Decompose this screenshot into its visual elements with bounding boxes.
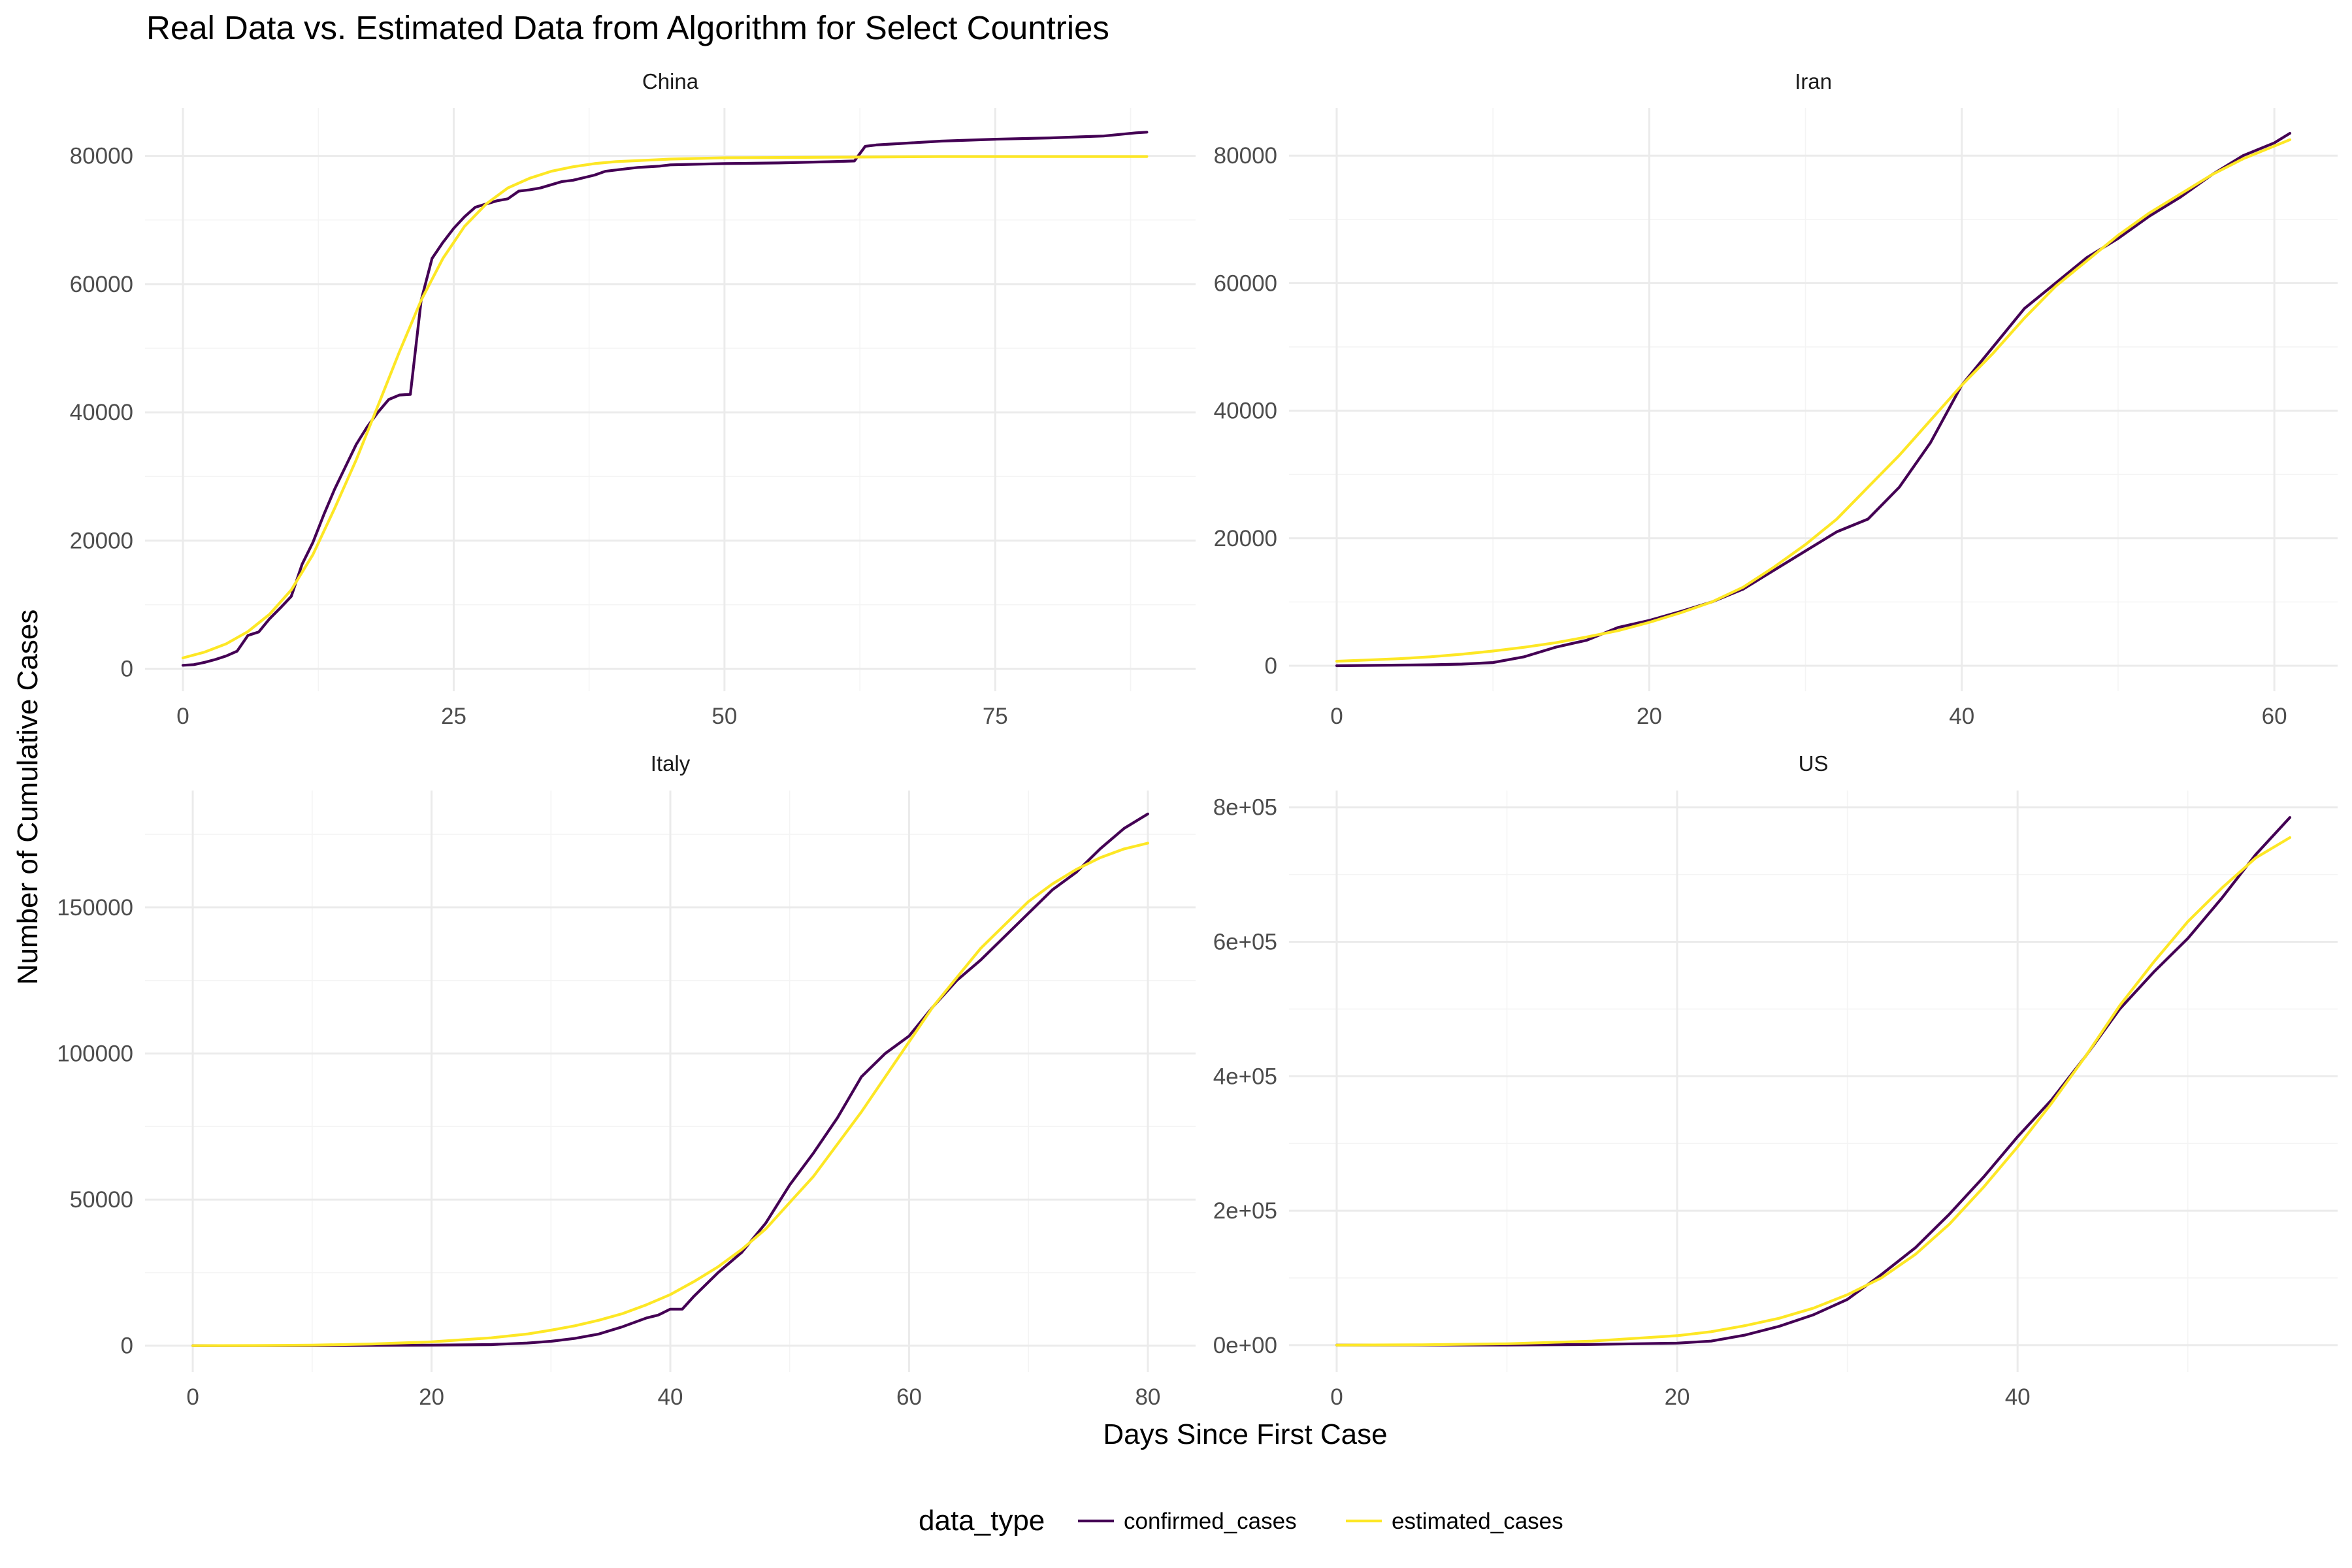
panel-iran: 0 20 40 60 0 20000 40000 60000 80000 Iran: [1214, 69, 2338, 729]
iran-x-tick-label: 60: [2262, 704, 2287, 729]
us-y-tick-label: 2e+05: [1213, 1198, 1277, 1224]
panel-china: 0 25 50 75 0 20000 40000 60000 80000 China: [70, 69, 1196, 729]
italy-x-tick-label: 80: [1135, 1384, 1160, 1410]
panel-us: 0 20 40 0e+00 2e+05 4e+05 6e+05 8e+05 US: [1213, 751, 2338, 1410]
iran-confirmed-cases-line: [1335, 131, 2292, 668]
china-x-tick-label: 25: [441, 704, 466, 729]
us-x-tick-label: 0: [1330, 1384, 1343, 1410]
iran-y-tick-label: 40000: [1214, 399, 1277, 424]
us-y-tick-label: 8e+05: [1213, 795, 1277, 821]
iran-y-tick-label: 20000: [1214, 526, 1277, 551]
italy-x-tick-label: 40: [658, 1384, 683, 1410]
us-x-tick-label: 40: [2005, 1384, 2031, 1410]
china-y-tick-label: 40000: [70, 400, 133, 425]
chart-title: Real Data vs. Estimated Data from Algori…: [146, 9, 1109, 46]
iran-x-tick-label: 40: [1949, 704, 1974, 729]
italy-x-tick-label: 60: [896, 1384, 922, 1410]
china-estimated-cases-line: [181, 155, 1149, 660]
china-y-tick-label: 80000: [70, 144, 133, 169]
italy-y-tick-label: 0: [121, 1333, 133, 1359]
china-y-tick-label: 60000: [70, 272, 133, 297]
legend: data_type confirmed_cases estimated_case…: [919, 1505, 1563, 1537]
china-x-tick-label: 0: [176, 704, 189, 729]
us-estimated-cases-line: [1335, 836, 2292, 1347]
us-y-tick-label: 4e+05: [1213, 1064, 1277, 1089]
china-y-tick-label: 20000: [70, 528, 133, 553]
italy-confirmed-cases-line: [191, 812, 1150, 1347]
china-y-tick-label: 0: [121, 657, 133, 682]
us-y-tick-label: 0e+00: [1213, 1333, 1277, 1358]
iran-estimated-cases-line: [1335, 138, 2292, 663]
us-y-tick-label: 6e+05: [1213, 930, 1277, 955]
panel-italy: 0 20 40 60 80 0 50000 100000 150000 Italy: [57, 751, 1196, 1410]
us-x-tick-label: 20: [1665, 1384, 1690, 1410]
legend-label-estimated-cases: estimated_cases: [1392, 1509, 1563, 1534]
us-confirmed-cases-line: [1335, 816, 2292, 1347]
iran-x-tick-label: 20: [1637, 704, 1662, 729]
iran-y-tick-label: 60000: [1214, 270, 1277, 296]
italy-estimated-cases-line: [191, 841, 1150, 1347]
china-x-tick-label: 50: [711, 704, 737, 729]
italy-y-tick-label: 50000: [70, 1187, 133, 1213]
china-strip-label: China: [642, 69, 699, 93]
iran-x-tick-label: 0: [1330, 704, 1343, 729]
legend-title: data_type: [919, 1505, 1045, 1537]
x-axis-title: Days Since First Case: [1103, 1418, 1387, 1450]
italy-y-tick-label: 150000: [57, 895, 133, 921]
italy-x-tick-label: 0: [186, 1384, 199, 1410]
china-x-tick-label: 75: [983, 704, 1008, 729]
us-strip-label: US: [1799, 751, 1829, 776]
italy-x-tick-label: 20: [419, 1384, 444, 1410]
iran-strip-label: Iran: [1795, 69, 1832, 93]
legend-label-confirmed-cases: confirmed_cases: [1124, 1509, 1297, 1534]
iran-y-tick-label: 80000: [1214, 143, 1277, 169]
china-confirmed-cases-line: [181, 131, 1149, 667]
y-axis-title: Number of Cumulative Cases: [12, 610, 44, 985]
iran-y-tick-label: 0: [1265, 653, 1277, 679]
italy-y-tick-label: 100000: [57, 1041, 133, 1067]
italy-strip-label: Italy: [651, 751, 691, 776]
